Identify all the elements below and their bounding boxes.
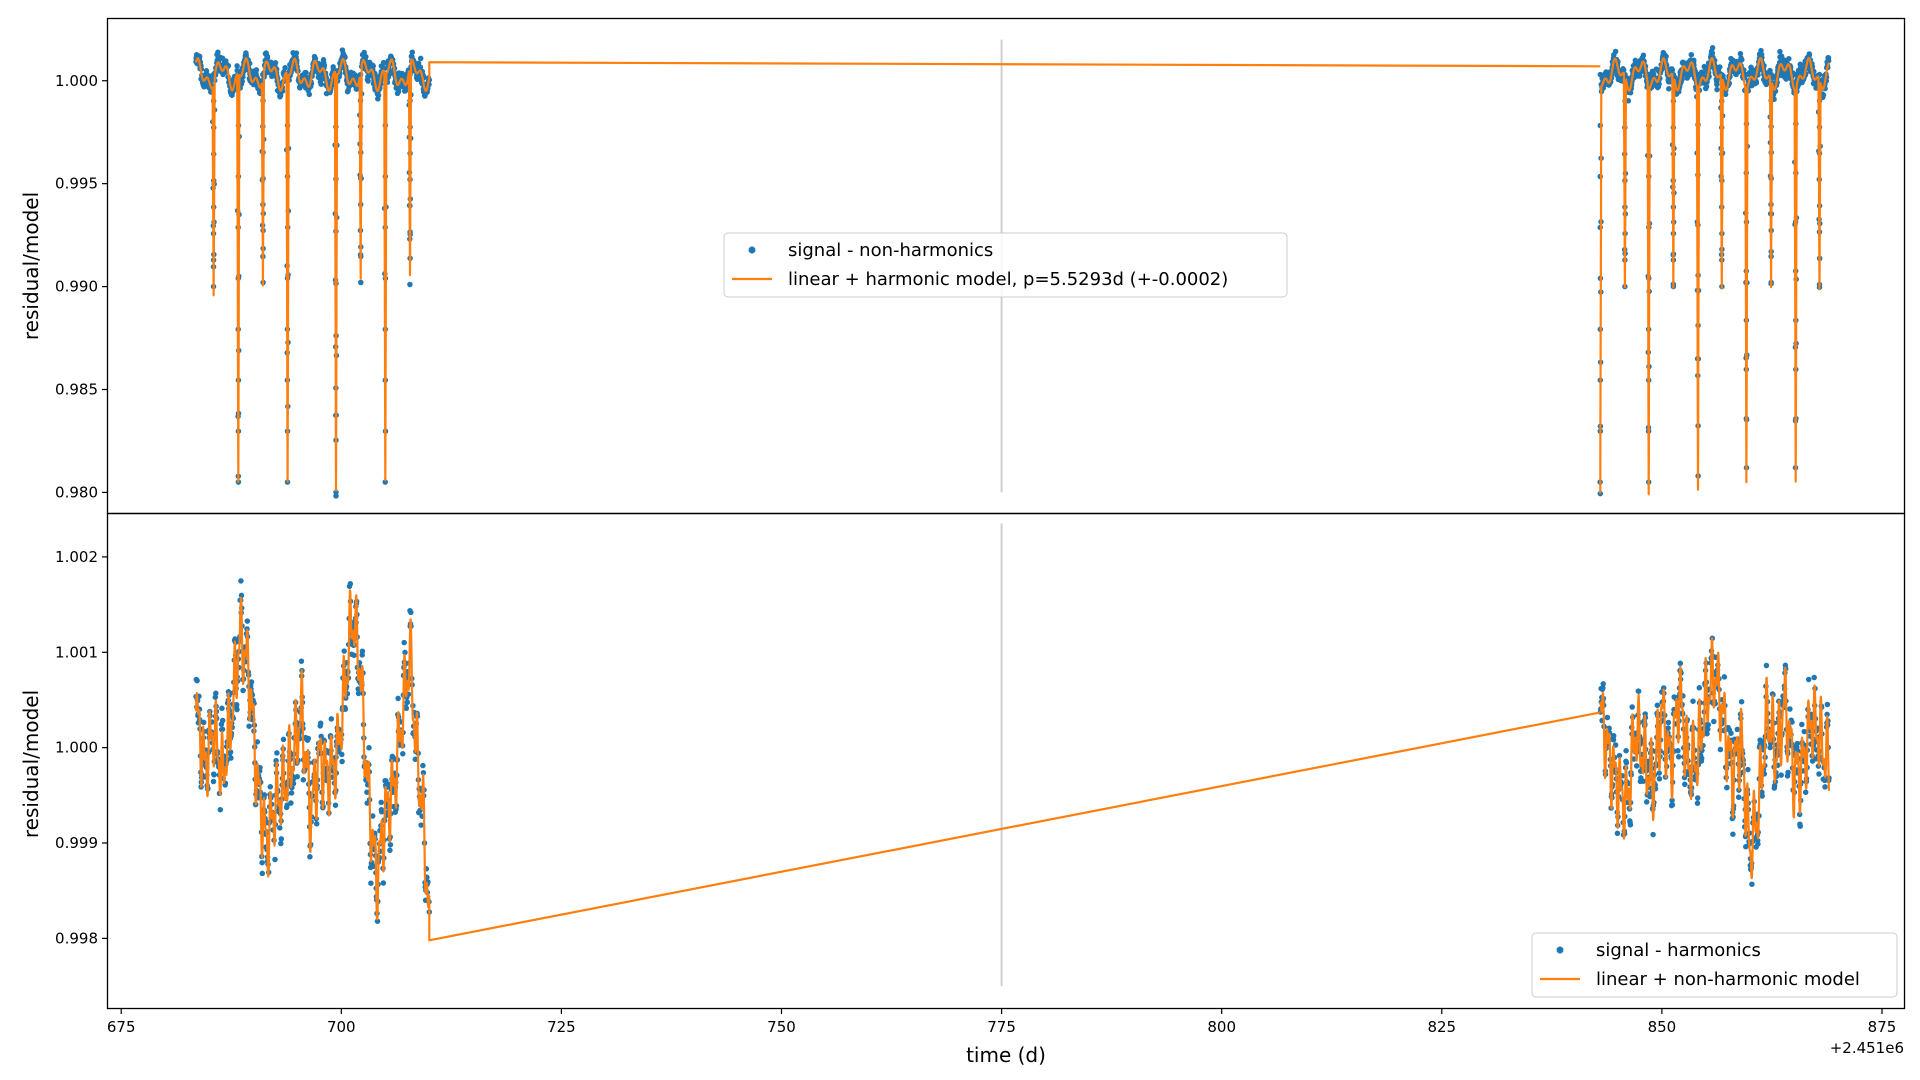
- x-axis-label: time (d): [966, 1043, 1046, 1067]
- y-tick-label: 1.002: [55, 548, 98, 566]
- model-line: [194, 589, 1831, 942]
- top-legend-model-label: linear + harmonic model, p=5.5293d (+-0.…: [788, 269, 1228, 290]
- x-tick-label: 775: [987, 1018, 1016, 1036]
- top-legend-box: [723, 232, 1288, 298]
- y-tick-label: 1.000: [55, 739, 98, 757]
- bottom-legend-signal-marker: [1556, 946, 1564, 954]
- bottom-panel: 0.998 0.999 1.000 1.001 1.002 675 700 725 750 77…: [19, 512, 1906, 1067]
- x-tick-label: 725: [547, 1018, 576, 1036]
- bottom-legend-box: [1531, 932, 1898, 998]
- top-y-ticks: 0.980 0.985 0.990 0.995 1.000: [55, 72, 108, 501]
- x-tick-label: 850: [1648, 1018, 1677, 1036]
- model-line: [194, 57, 1831, 496]
- x-tick-label: 800: [1207, 1018, 1236, 1036]
- top-y-axis-label: residual/model: [19, 192, 43, 340]
- x-tick-label: 675: [107, 1018, 136, 1036]
- y-tick-label: 0.995: [55, 175, 98, 193]
- bottom-legend-signal-label: signal - harmonics: [1596, 940, 1761, 961]
- y-tick-label: 0.985: [55, 381, 98, 399]
- x-tick-label: 750: [767, 1018, 796, 1036]
- top-legend-signal-label: signal - non-harmonics: [788, 240, 993, 261]
- top-model-line: [194, 57, 1831, 496]
- y-tick-label: 1.000: [55, 72, 98, 90]
- bottom-y-axis-label: residual/model: [19, 690, 43, 838]
- bottom-x-ticks: 675 700 725 750 775 800 825 850 875: [107, 1008, 1896, 1036]
- y-tick-label: 0.998: [55, 929, 98, 947]
- bottom-legend: signal - harmonics linear + non-harmonic…: [1531, 932, 1898, 998]
- bottom-axes-frame: [106, 512, 1906, 1010]
- x-offset-label: +2.451e6: [1830, 1039, 1904, 1057]
- bottom-y-ticks: 0.998 0.999 1.000 1.001 1.002: [55, 548, 108, 947]
- x-tick-label: 825: [1427, 1018, 1456, 1036]
- x-tick-label: 875: [1868, 1018, 1897, 1036]
- x-tick-label: 700: [327, 1018, 356, 1036]
- bottom-model-line: [194, 589, 1831, 942]
- top-legend: signal - non-harmonics linear + harmonic…: [723, 232, 1288, 298]
- y-tick-label: 0.990: [55, 278, 98, 296]
- bottom-legend-model-label: linear + non-harmonic model: [1596, 969, 1860, 990]
- y-tick-label: 1.001: [55, 643, 98, 661]
- y-tick-label: 0.980: [55, 483, 98, 501]
- y-tick-label: 0.999: [55, 834, 98, 852]
- top-legend-signal-marker: [748, 246, 756, 254]
